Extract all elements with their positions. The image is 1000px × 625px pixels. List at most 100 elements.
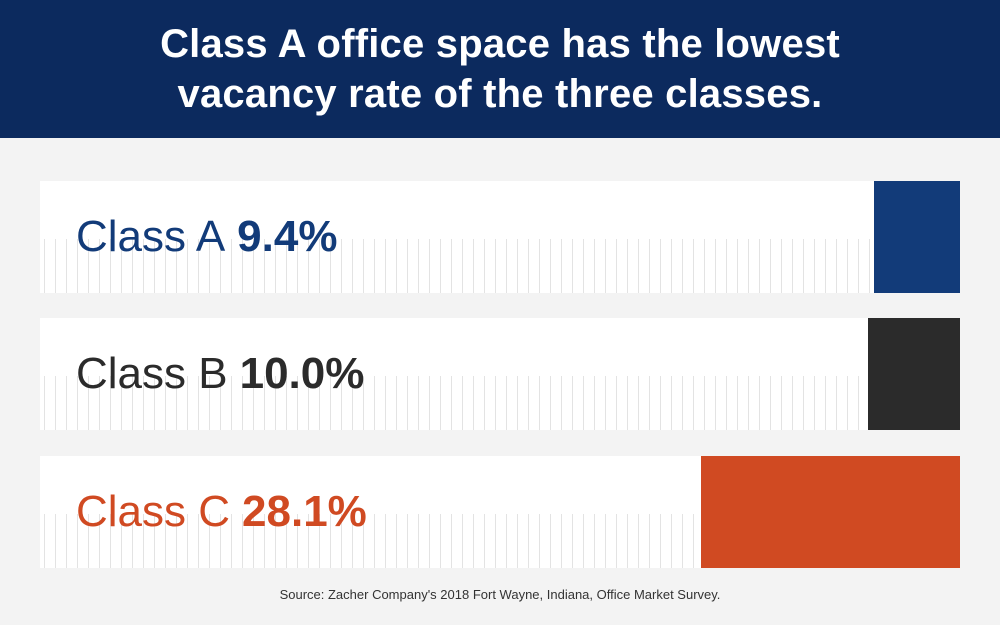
bar-label-class-a: Class A 9.4% [76,181,337,293]
tick-mark [66,514,67,568]
tick-mark [88,239,89,293]
tick-mark [396,239,397,293]
tick-mark [748,239,749,293]
tick-mark [660,239,661,293]
category-label: Class A [76,212,226,261]
tick-mark [594,239,595,293]
tick-mark [506,514,507,568]
tick-mark [726,376,727,430]
tick-mark [473,376,474,430]
tick-mark [187,376,188,430]
tick-mark [77,514,78,568]
tick-mark [682,376,683,430]
tick-mark [583,514,584,568]
tick-mark [473,514,474,568]
tick-mark [231,239,232,293]
bar-class-c [701,456,960,568]
tick-mark [55,376,56,430]
tick-marks [40,514,960,568]
tick-mark [649,239,650,293]
tick-mark [77,239,78,293]
tick-mark [264,514,265,568]
tick-mark [770,239,771,293]
tick-mark [176,239,177,293]
tick-mark [275,376,276,430]
tick-mark [781,376,782,430]
tick-mark [154,376,155,430]
bar-class-a [874,181,960,293]
tick-mark [154,239,155,293]
tick-mark [506,239,507,293]
tick-mark [396,514,397,568]
tick-mark [418,514,419,568]
tick-mark [154,514,155,568]
tick-mark [341,514,342,568]
tick-mark [253,514,254,568]
tick-mark [187,514,188,568]
value-label: 9.4% [237,212,338,261]
tick-mark [110,514,111,568]
tick-mark [528,376,529,430]
category-label: Class C [76,487,231,536]
tick-mark [638,376,639,430]
tick-mark [44,239,45,293]
tick-mark [528,239,529,293]
tick-mark [66,376,67,430]
tick-mark [319,376,320,430]
tick-mark [484,376,485,430]
tick-mark [264,239,265,293]
tick-mark [605,376,606,430]
tick-mark [352,514,353,568]
tick-mark [594,514,595,568]
tick-mark [440,514,441,568]
tick-mark [836,376,837,430]
tick-mark [143,239,144,293]
tick-marks [40,239,960,293]
tick-mark [88,514,89,568]
tick-mark [704,239,705,293]
tick-mark [715,376,716,430]
tick-mark [440,239,441,293]
tick-mark [319,514,320,568]
tick-mark [704,376,705,430]
tick-mark [220,376,221,430]
tick-mark [110,239,111,293]
tick-mark [814,376,815,430]
tick-mark [528,514,529,568]
tick-mark [198,376,199,430]
tick-mark [242,514,243,568]
tick-mark [121,514,122,568]
tick-mark [352,376,353,430]
tick-mark [649,514,650,568]
tick-mark [407,376,408,430]
bar-class-b [868,318,960,430]
tick-mark [605,514,606,568]
tick-mark [429,239,430,293]
tick-mark [539,514,540,568]
tick-mark [429,376,430,430]
tick-mark [407,514,408,568]
tick-mark [220,239,221,293]
tick-mark [330,239,331,293]
tick-mark [99,376,100,430]
chart-header: Class A office space has the lowest vaca… [0,0,1000,138]
tick-mark [99,514,100,568]
tick-mark [462,514,463,568]
tick-mark [506,376,507,430]
tick-mark [352,239,353,293]
tick-mark [253,239,254,293]
tick-mark [671,376,672,430]
tick-mark [66,239,67,293]
tick-mark [550,239,551,293]
tick-mark [803,376,804,430]
tick-mark [561,239,562,293]
tick-mark [330,514,331,568]
tick-mark [286,376,287,430]
tick-mark [374,376,375,430]
tick-mark [187,239,188,293]
tick-mark [572,239,573,293]
tick-mark [715,239,716,293]
tick-mark [627,514,628,568]
tick-mark [682,239,683,293]
tick-mark [638,239,639,293]
